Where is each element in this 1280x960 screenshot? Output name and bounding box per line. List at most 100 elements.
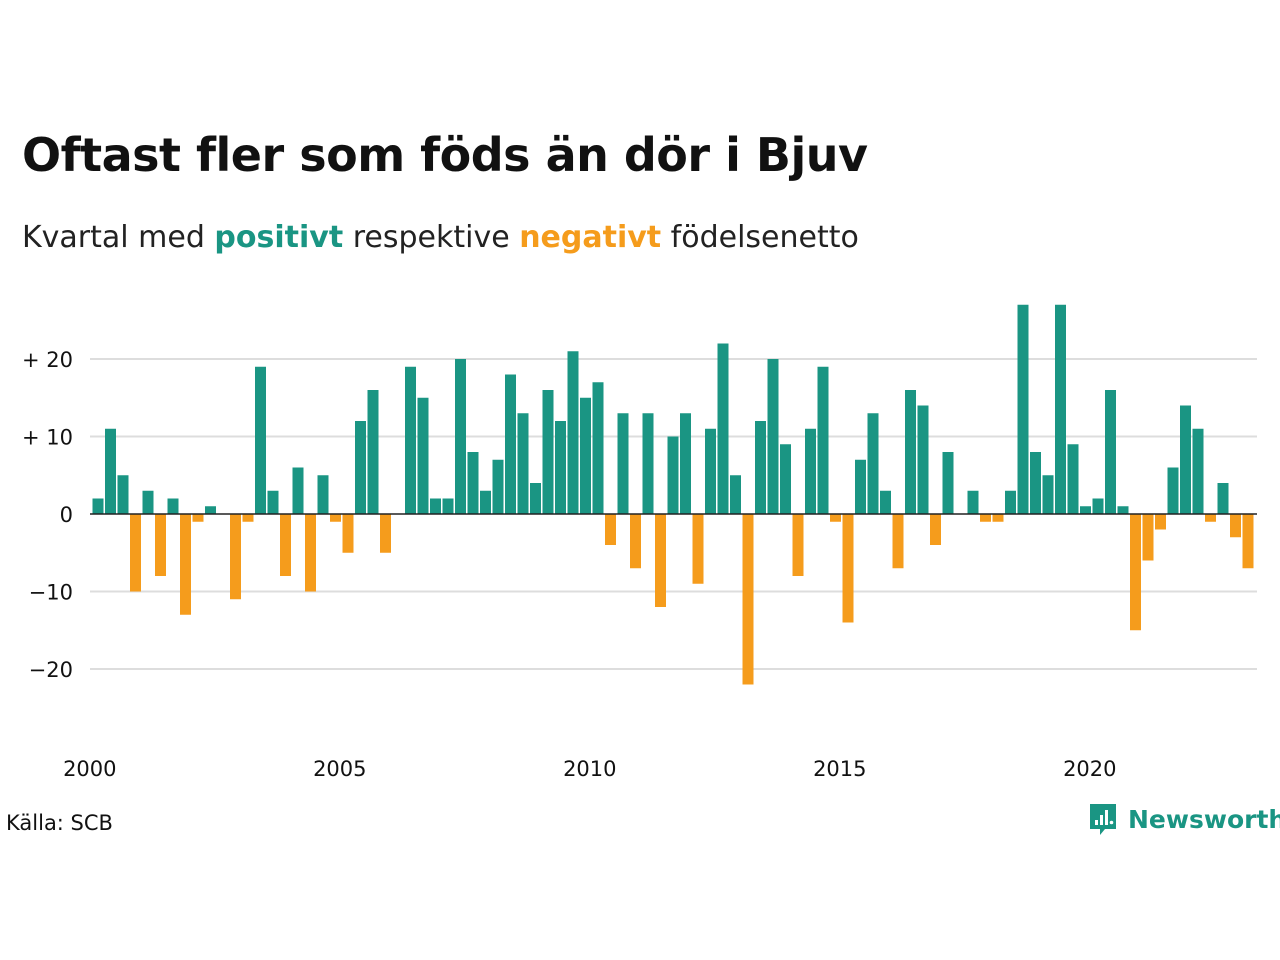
bar xyxy=(417,397,429,514)
bar xyxy=(142,490,154,514)
y-tick-label: 0 xyxy=(60,503,73,527)
bar xyxy=(1130,514,1141,631)
bar xyxy=(280,514,291,576)
bar xyxy=(1017,304,1029,514)
bar xyxy=(367,390,379,514)
newsworthy-logo-icon xyxy=(1090,804,1116,835)
y-tick-label: −20 xyxy=(29,658,73,682)
bar xyxy=(1205,514,1216,522)
bar xyxy=(1242,514,1254,569)
bar xyxy=(505,374,516,514)
bar xyxy=(867,413,879,514)
bar xyxy=(317,475,329,514)
bar xyxy=(667,436,679,514)
bar xyxy=(205,506,216,514)
bar xyxy=(230,514,241,600)
bars xyxy=(92,304,1254,685)
bar xyxy=(905,390,916,514)
bar xyxy=(305,514,316,592)
bar xyxy=(292,467,304,514)
bar xyxy=(1080,506,1091,514)
bar xyxy=(1167,467,1179,514)
bar xyxy=(1067,444,1079,514)
bar xyxy=(842,514,854,623)
bar xyxy=(380,514,391,553)
source-note: Källa: SCB xyxy=(6,811,113,835)
bar xyxy=(167,498,179,514)
bar xyxy=(517,413,529,514)
bar xyxy=(1117,506,1129,514)
bar xyxy=(480,490,491,514)
bar xyxy=(592,382,604,514)
bar xyxy=(180,514,191,615)
bar xyxy=(780,444,791,514)
bar xyxy=(555,421,566,514)
bar xyxy=(617,413,629,514)
bar xyxy=(992,514,1004,522)
chart-title: Oftast fler som föds än dör i Bjuv xyxy=(22,128,868,182)
brand-logo: Newsworthy xyxy=(1088,802,1280,836)
bar xyxy=(830,514,841,522)
bar xyxy=(542,390,554,514)
bar xyxy=(705,428,716,514)
bar xyxy=(980,514,991,522)
bar xyxy=(355,421,366,514)
bar xyxy=(855,459,866,514)
bar xyxy=(817,366,829,514)
bar xyxy=(1030,452,1041,514)
bar xyxy=(742,514,754,685)
bar xyxy=(530,483,541,514)
bar xyxy=(1180,405,1191,514)
y-tick-label: −10 xyxy=(29,581,73,605)
bar xyxy=(567,351,579,514)
bar xyxy=(630,514,641,569)
bar xyxy=(917,405,929,514)
x-tick-label: 2015 xyxy=(813,757,866,781)
bar xyxy=(192,514,204,522)
bar xyxy=(642,413,654,514)
bar xyxy=(155,514,166,576)
bar xyxy=(330,514,341,522)
bar xyxy=(892,514,904,569)
bar xyxy=(1092,498,1104,514)
bar xyxy=(792,514,804,576)
bar xyxy=(1155,514,1166,530)
bar xyxy=(942,452,954,514)
x-tick-label: 2005 xyxy=(313,757,366,781)
bar xyxy=(692,514,704,584)
subtitle-text-start: Kvartal med xyxy=(22,220,215,255)
bar xyxy=(1217,483,1229,514)
subtitle-negative-label: negativt xyxy=(519,220,662,255)
x-tick-label: 2010 xyxy=(563,757,616,781)
bar xyxy=(730,475,741,514)
bar xyxy=(717,343,729,514)
bar xyxy=(1142,514,1154,561)
bar xyxy=(655,514,666,607)
bar xyxy=(1192,428,1204,514)
bar xyxy=(467,452,479,514)
bar xyxy=(342,514,354,553)
bar xyxy=(755,421,766,514)
bar xyxy=(767,359,779,514)
bar xyxy=(605,514,616,545)
x-tick-label: 2000 xyxy=(63,757,116,781)
brand-name: Newsworthy xyxy=(1128,804,1280,834)
bar xyxy=(267,490,279,514)
subtitle-text-end: födelsenetto xyxy=(661,220,859,255)
bar xyxy=(242,514,254,522)
bar xyxy=(805,428,816,514)
bar xyxy=(92,498,104,514)
bar xyxy=(492,459,504,514)
bar xyxy=(1055,304,1066,514)
chart-subtitle: Kvartal med positivt respektive negativt… xyxy=(22,220,859,255)
bar xyxy=(680,413,691,514)
bar xyxy=(105,428,116,514)
subtitle-positive-label: positivt xyxy=(214,220,344,255)
bar xyxy=(130,514,141,592)
bar xyxy=(1005,490,1016,514)
bar xyxy=(580,397,591,514)
bar xyxy=(255,366,266,514)
axes: + 20 + 10 0 −10 −20 2000 2005 2010 2015 2020 xyxy=(22,348,1257,781)
y-tick-label: + 20 xyxy=(22,348,73,372)
